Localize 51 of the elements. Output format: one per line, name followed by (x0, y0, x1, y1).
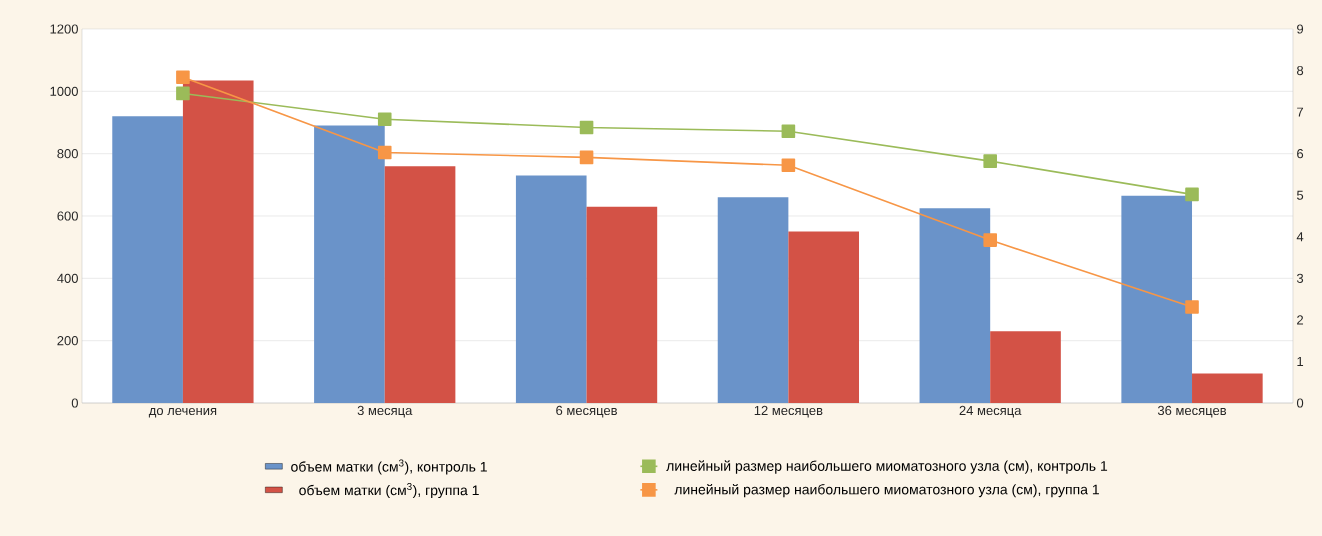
point (983, 233, 997, 247)
bar (1192, 373, 1263, 403)
bar (314, 125, 385, 403)
y-tick-label: 1200 (50, 24, 78, 34)
point (377, 112, 392, 126)
y2-tick-label: 7 (1297, 107, 1304, 117)
point (176, 86, 190, 101)
point (983, 154, 997, 168)
point (1185, 300, 1199, 314)
y-tick-label: 200 (57, 336, 78, 346)
point (176, 70, 190, 85)
x-tick-label: 6 месяцев (556, 405, 617, 418)
legend-label: объем матки (см$^{3}$), группа 1 (299, 483, 479, 499)
point (579, 150, 594, 165)
x-tick-label: 36 месяцев (1157, 405, 1227, 418)
y2-tick-label: 4 (1296, 232, 1304, 242)
legend-label: объем матки (см$^{3}$), контроль 1 (291, 459, 487, 475)
y2-tick-label: 5 (1296, 190, 1304, 200)
point (579, 120, 594, 135)
y-tick-label: 600 (57, 211, 78, 221)
bar (1121, 195, 1193, 403)
bar (990, 331, 1061, 403)
x-tick-label: 3 месяца (357, 405, 413, 418)
x-tick-label: до лечения (148, 407, 217, 418)
y2-tick-label: 2 (1297, 315, 1304, 325)
bar (788, 231, 860, 403)
bar (586, 206, 658, 403)
x-tick-label: 24 месяца (959, 405, 1022, 418)
point (781, 124, 796, 139)
bar (384, 166, 456, 403)
bar (112, 116, 183, 403)
y2-tick-label: 3 (1296, 273, 1304, 283)
y-tick-label: 1000 (50, 86, 78, 96)
bar (182, 80, 254, 403)
legend-label: линейный размер наибольшего миоматозного узла (см), группа 1 (674, 483, 1099, 498)
point (377, 145, 392, 160)
y-tick-label: 800 (57, 149, 78, 159)
y2-tick-label: 8 (1297, 65, 1304, 76)
y2-tick-label: 0 (1296, 398, 1304, 408)
bar (515, 175, 587, 403)
y2-tick-label: 1 (1297, 356, 1304, 366)
bar (919, 208, 991, 403)
x-tick-label: 12 месяцев (754, 405, 823, 418)
legend-label: линейный размер наибольшего миоматозного узла (см), контроль 1 (666, 460, 1108, 474)
y2-tick-label: 6 (1297, 149, 1304, 159)
bar (717, 197, 789, 403)
y2-tick-label: 9 (1297, 24, 1304, 34)
point (781, 158, 796, 173)
point (1185, 187, 1199, 202)
y-tick-label: 400 (57, 273, 78, 283)
y-tick-label: 0 (71, 398, 78, 408)
